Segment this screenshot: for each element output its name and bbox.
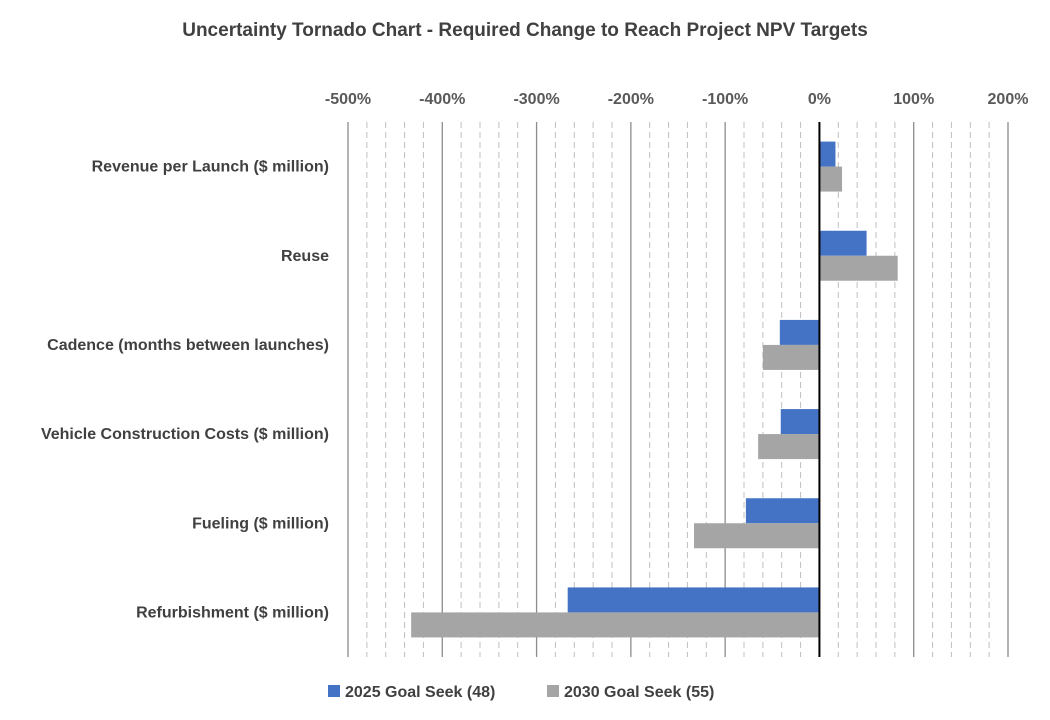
x-axis-tick-labels: -500% -400% -300% -200% -100% 0% 100% 200% — [325, 91, 1029, 108]
x-tick-label: -400% — [419, 91, 465, 108]
legend: 2025 Goal Seek (48) 2030 Goal Seek (55) — [328, 684, 714, 701]
legend-label: 2025 Goal Seek (48) — [345, 684, 495, 701]
category-label: Revenue per Launch ($ million) — [92, 159, 329, 176]
chart-title: Uncertainty Tornado Chart - Required Cha… — [182, 20, 868, 41]
legend-swatch — [328, 685, 340, 697]
category-labels: Revenue per Launch ($ million) Reuse Caden… — [41, 159, 329, 622]
x-tick-label: 0% — [808, 91, 831, 108]
grid-lines — [347, 122, 1009, 657]
category-label: Reuse — [281, 248, 329, 265]
bar-2025-2 — [779, 319, 820, 345]
bar-2030-4 — [694, 523, 820, 549]
x-tick-label: -300% — [513, 91, 559, 108]
bar-2030-1 — [819, 255, 898, 281]
bar-2025-1 — [819, 230, 867, 256]
category-label: Refurbishment ($ million) — [136, 604, 329, 621]
x-tick-label: -200% — [608, 91, 654, 108]
x-tick-label: 200% — [988, 91, 1029, 108]
bar-2030-3 — [758, 434, 820, 460]
x-tick-label: 100% — [893, 91, 934, 108]
x-tick-label: -500% — [325, 91, 371, 108]
bar-2030-2 — [762, 344, 820, 370]
category-label: Fueling ($ million) — [192, 515, 329, 532]
legend-swatch — [547, 685, 559, 697]
bar-2025-5 — [567, 587, 820, 613]
legend-label: 2030 Goal Seek (55) — [564, 684, 714, 701]
bar-2030-0 — [819, 166, 843, 192]
bars — [411, 141, 898, 638]
bar-2030-5 — [411, 612, 820, 638]
bar-2025-0 — [819, 141, 836, 167]
bar-2025-3 — [780, 409, 820, 435]
x-tick-label: -100% — [702, 91, 748, 108]
bar-2025-4 — [745, 498, 820, 524]
category-label: Vehicle Construction Costs ($ million) — [41, 426, 329, 443]
category-label: Cadence (months between launches) — [47, 337, 329, 354]
